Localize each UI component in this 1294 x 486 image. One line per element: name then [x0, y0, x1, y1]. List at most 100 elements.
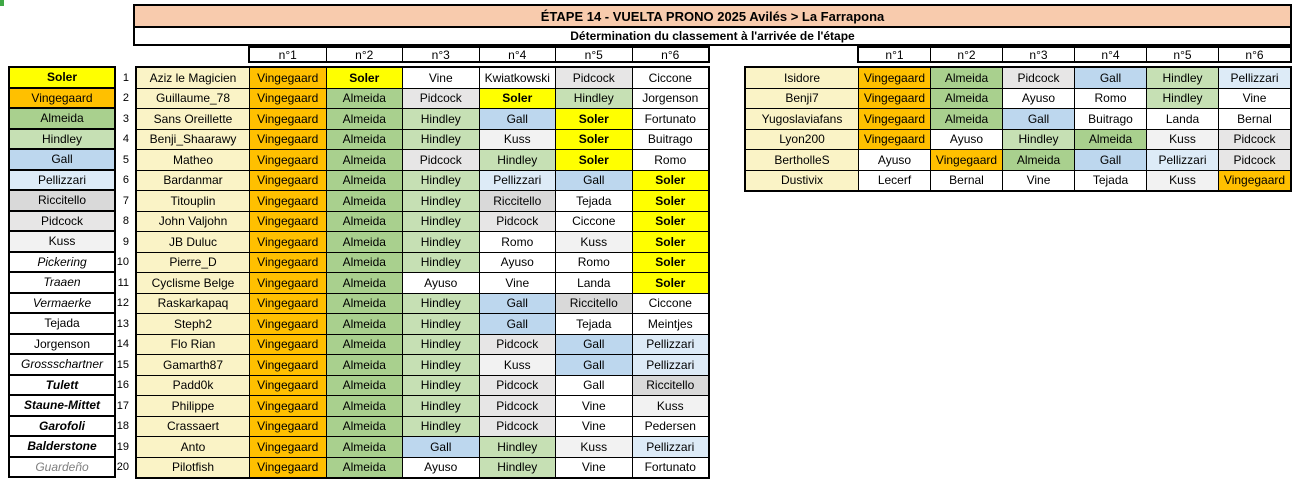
row-number[interactable]: 19: [116, 440, 129, 453]
pick-cell[interactable]: Vingegaard: [250, 293, 326, 313]
row-number[interactable]: 18: [116, 420, 129, 433]
pick-cell[interactable]: Vingegaard: [250, 252, 326, 272]
pick-cell[interactable]: Soler: [556, 150, 632, 170]
pick-cell[interactable]: Vine: [556, 416, 632, 436]
rider-key-cell[interactable]: Garofoli: [10, 416, 114, 437]
pick-cell[interactable]: Vingegaard: [250, 109, 326, 129]
pick-cell[interactable]: Hindley: [403, 129, 479, 149]
pick-cell[interactable]: Vingegaard: [250, 437, 326, 457]
player-name-cell[interactable]: BertholleS: [746, 150, 858, 170]
player-name-cell[interactable]: Steph2: [137, 314, 249, 334]
pick-cell[interactable]: Ayuso: [403, 273, 479, 293]
pick-cell[interactable]: Soler: [326, 68, 402, 88]
column-header-cell[interactable]: n°1: [859, 48, 930, 61]
pick-cell[interactable]: Pidcock: [1219, 129, 1290, 149]
pick-cell[interactable]: Vingegaard: [250, 375, 326, 395]
pick-cell[interactable]: Pidcock: [479, 416, 555, 436]
pick-cell[interactable]: Ayuso: [403, 457, 479, 477]
pick-cell[interactable]: Kuss: [479, 355, 555, 375]
row-number[interactable]: 17: [116, 399, 129, 412]
column-header-cell[interactable]: n°3: [403, 48, 479, 61]
pick-cell[interactable]: Hindley: [403, 293, 479, 313]
pick-cell[interactable]: Pellizzari: [632, 334, 708, 354]
player-name-cell[interactable]: Gamarth87: [137, 355, 249, 375]
pick-cell[interactable]: Almeida: [326, 232, 402, 252]
pick-cell[interactable]: Almeida: [326, 273, 402, 293]
pick-cell[interactable]: Gall: [556, 170, 632, 190]
pick-cell[interactable]: Lecerf: [859, 170, 930, 190]
rider-key-cell[interactable]: Soler: [10, 68, 114, 89]
pick-cell[interactable]: Riccitello: [479, 191, 555, 211]
pick-cell[interactable]: Romo: [479, 232, 555, 252]
player-name-cell[interactable]: Philippe: [137, 396, 249, 416]
player-name-cell[interactable]: Dustivix: [746, 170, 858, 190]
pick-cell[interactable]: Pidcock: [479, 211, 555, 231]
pick-cell[interactable]: Vine: [403, 68, 479, 88]
pick-cell[interactable]: Vingegaard: [250, 416, 326, 436]
rider-key-cell[interactable]: Vermaerke: [10, 293, 114, 314]
pick-cell[interactable]: Soler: [632, 252, 708, 272]
pick-cell[interactable]: Hindley: [403, 355, 479, 375]
rider-key-cell[interactable]: Guardeño: [10, 457, 114, 476]
pick-cell[interactable]: Riccitello: [632, 375, 708, 395]
pick-cell[interactable]: Hindley: [403, 252, 479, 272]
player-name-cell[interactable]: Titouplin: [137, 191, 249, 211]
pick-cell[interactable]: Fortunato: [632, 457, 708, 477]
pick-cell[interactable]: Almeida: [326, 88, 402, 108]
pick-cell[interactable]: Pellizzari: [632, 437, 708, 457]
player-name-cell[interactable]: Sans Oreillette: [137, 109, 249, 129]
player-name-cell[interactable]: John Valjohn: [137, 211, 249, 231]
pick-cell[interactable]: Gall: [479, 314, 555, 334]
row-number[interactable]: 9: [122, 235, 129, 248]
pick-cell[interactable]: Almeida: [1003, 150, 1074, 170]
pick-cell[interactable]: Vine: [1003, 170, 1074, 190]
row-number[interactable]: 2: [122, 92, 129, 105]
pick-cell[interactable]: Vingegaard: [250, 211, 326, 231]
rider-key-cell[interactable]: Pickering: [10, 252, 114, 273]
pick-cell[interactable]: Hindley: [403, 232, 479, 252]
pick-cell[interactable]: Pidcock: [479, 396, 555, 416]
player-name-cell[interactable]: Benji_Shaarawy: [137, 129, 249, 149]
pick-cell[interactable]: Vine: [479, 273, 555, 293]
pick-cell[interactable]: Hindley: [403, 170, 479, 190]
column-header-cell[interactable]: n°5: [556, 48, 632, 61]
pick-cell[interactable]: Hindley: [403, 109, 479, 129]
pick-cell[interactable]: Vingegaard: [250, 88, 326, 108]
pick-cell[interactable]: Gall: [556, 355, 632, 375]
player-name-cell[interactable]: Lyon200: [746, 129, 858, 149]
rider-key-cell[interactable]: Balderstone: [10, 437, 114, 458]
pick-cell[interactable]: Vingegaard: [250, 191, 326, 211]
player-name-cell[interactable]: Flo Rian: [137, 334, 249, 354]
pick-cell[interactable]: Romo: [1075, 88, 1146, 108]
pick-cell[interactable]: Vingegaard: [250, 396, 326, 416]
pick-cell[interactable]: Almeida: [931, 109, 1002, 129]
rider-key-cell[interactable]: Grossschartner: [10, 355, 114, 376]
column-header-cell[interactable]: n°5: [1147, 48, 1218, 61]
pick-cell[interactable]: Almeida: [931, 88, 1002, 108]
pick-cell[interactable]: Tejada: [556, 191, 632, 211]
pick-cell[interactable]: Kwiatkowski: [479, 68, 555, 88]
pick-cell[interactable]: Gall: [1003, 109, 1074, 129]
rider-key-cell[interactable]: Kuss: [10, 232, 114, 253]
pick-cell[interactable]: Vingegaard: [859, 109, 930, 129]
column-header-cell[interactable]: n°6: [1219, 48, 1290, 61]
pick-cell[interactable]: Almeida: [326, 150, 402, 170]
column-header-cell[interactable]: n°4: [1075, 48, 1146, 61]
row-number[interactable]: 15: [116, 358, 129, 371]
pick-cell[interactable]: Vingegaard: [859, 68, 930, 88]
pick-cell[interactable]: Bernal: [1219, 109, 1290, 129]
pick-cell[interactable]: Almeida: [326, 416, 402, 436]
player-name-cell[interactable]: Crassaert: [137, 416, 249, 436]
rider-key-cell[interactable]: Pidcock: [10, 211, 114, 232]
rider-key-cell[interactable]: Tejada: [10, 314, 114, 335]
pick-cell[interactable]: Gall: [556, 334, 632, 354]
pick-cell[interactable]: Vingegaard: [250, 129, 326, 149]
pick-cell[interactable]: Buitrago: [632, 129, 708, 149]
pick-cell[interactable]: Pellizzari: [1219, 68, 1290, 88]
pick-cell[interactable]: Landa: [556, 273, 632, 293]
pick-cell[interactable]: Vingegaard: [859, 129, 930, 149]
row-number[interactable]: 4: [122, 133, 129, 146]
rider-key-cell[interactable]: Staune-Mittet: [10, 396, 114, 417]
pick-cell[interactable]: Almeida: [326, 129, 402, 149]
row-number[interactable]: 20: [116, 461, 129, 474]
